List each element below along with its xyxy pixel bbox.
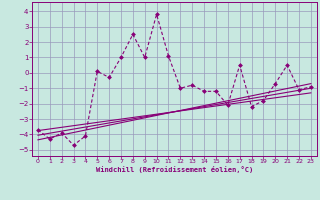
Point <box>107 76 112 79</box>
Point <box>130 33 135 36</box>
Point <box>225 104 230 107</box>
Point <box>95 70 100 73</box>
Point <box>154 13 159 16</box>
Point <box>178 87 183 90</box>
Point <box>166 54 171 58</box>
Point <box>237 64 242 67</box>
Point <box>83 134 88 138</box>
Point <box>273 82 278 85</box>
Point <box>284 64 290 67</box>
Point <box>36 128 41 131</box>
Point <box>190 84 195 87</box>
Point <box>59 131 64 135</box>
Point <box>142 56 147 59</box>
Point <box>118 56 124 59</box>
X-axis label: Windchill (Refroidissement éolien,°C): Windchill (Refroidissement éolien,°C) <box>96 166 253 173</box>
Point <box>47 137 52 141</box>
Point <box>202 90 207 93</box>
Point <box>296 88 301 91</box>
Point <box>71 144 76 147</box>
Point <box>308 85 313 88</box>
Point <box>261 99 266 102</box>
Point <box>213 90 219 93</box>
Point <box>249 105 254 108</box>
